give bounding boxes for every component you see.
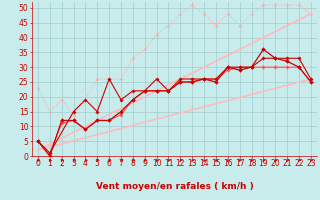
X-axis label: Vent moyen/en rafales ( km/h ): Vent moyen/en rafales ( km/h ) — [96, 182, 253, 191]
